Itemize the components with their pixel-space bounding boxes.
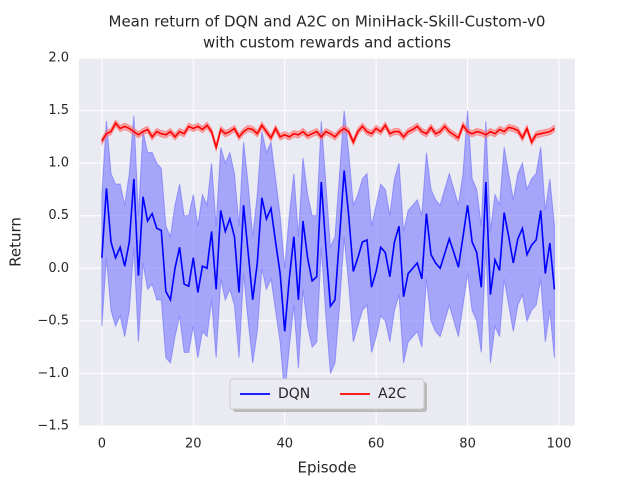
y-tick-label: 2.0 xyxy=(48,51,69,66)
error-band xyxy=(101,110,555,395)
x-axis-label: Episode xyxy=(298,459,357,477)
line xyxy=(101,170,556,332)
chart-title: with custom rewards and actions xyxy=(203,34,451,52)
y-tick-label: −1.5 xyxy=(37,419,69,434)
legend: DQN A2C xyxy=(229,378,427,412)
legend-label: A2C xyxy=(378,386,406,402)
x-tick-label: 0 xyxy=(98,437,106,452)
y-axis-label: Return xyxy=(7,217,25,267)
chart-title: Mean return of DQN and A2C on MiniHack-S… xyxy=(109,13,546,31)
x-tick-label: 20 xyxy=(185,437,202,452)
y-tick-label: 0.0 xyxy=(48,261,69,276)
legend-box xyxy=(229,378,425,410)
y-tick-label: 1.0 xyxy=(48,156,69,171)
y-tick-label: 1.5 xyxy=(48,103,69,118)
y-tick-label: −0.5 xyxy=(37,313,69,328)
line xyxy=(101,121,555,151)
y-tick-label: 0.5 xyxy=(48,208,69,223)
x-tick-label: 60 xyxy=(368,437,385,452)
x-tick-label: 80 xyxy=(459,437,476,452)
x-tick-label: 100 xyxy=(547,437,572,452)
y-tick-label: −1.0 xyxy=(37,366,69,381)
x-tick-label: 40 xyxy=(276,437,293,452)
marks xyxy=(101,110,556,395)
legend-label: DQN xyxy=(278,386,310,402)
